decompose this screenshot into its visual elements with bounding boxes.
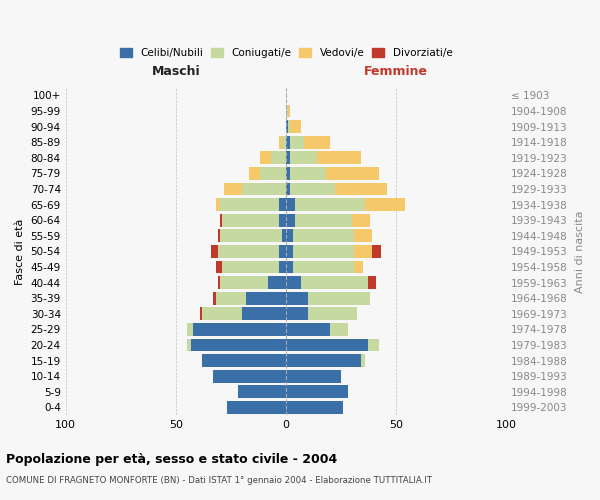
Bar [247,292,286,304]
Bar [242,308,286,320]
Bar [304,136,330,148]
Bar [193,323,286,336]
Bar [218,276,220,289]
Bar [372,245,381,258]
Bar [286,120,288,133]
Bar [260,152,271,164]
Bar [286,152,290,164]
Bar [202,308,242,320]
Y-axis label: Fasce di età: Fasce di età [15,218,25,284]
Bar [238,386,286,398]
Bar [286,401,343,413]
Bar [202,354,286,367]
Bar [286,292,308,304]
Text: COMUNE DI FRAGNETO MONFORTE (BN) - Dati ISTAT 1° gennaio 2004 - Elaborazione TUT: COMUNE DI FRAGNETO MONFORTE (BN) - Dati … [6,476,432,485]
Bar [218,245,280,258]
Bar [280,136,281,148]
Bar [214,292,215,304]
Bar [286,230,293,242]
Bar [308,308,356,320]
Bar [290,120,301,133]
Bar [368,338,379,351]
Bar [290,136,304,148]
Bar [286,370,341,382]
Bar [286,136,290,148]
Bar [286,260,293,274]
Bar [227,401,286,413]
Bar [330,323,348,336]
Bar [271,152,286,164]
Bar [218,230,220,242]
Text: Maschi: Maschi [152,65,200,78]
Bar [365,198,405,211]
Bar [286,386,348,398]
Bar [286,182,290,196]
Bar [293,260,355,274]
Bar [215,260,222,274]
Bar [355,260,363,274]
Bar [286,104,288,118]
Bar [224,182,242,196]
Bar [293,230,355,242]
Bar [286,323,330,336]
Bar [295,198,365,211]
Bar [295,214,352,226]
Bar [211,245,218,258]
Bar [260,167,286,179]
Bar [290,152,317,164]
Bar [286,167,290,179]
Bar [286,338,368,351]
Bar [215,198,220,211]
Bar [286,245,293,258]
Bar [280,245,286,258]
Bar [286,354,361,367]
Bar [280,198,286,211]
Bar [248,167,260,179]
Bar [220,214,222,226]
Bar [214,370,286,382]
Bar [220,230,281,242]
Bar [286,214,295,226]
Bar [286,308,308,320]
Bar [215,292,247,304]
Bar [281,230,286,242]
Bar [317,152,361,164]
Bar [200,308,202,320]
Bar [191,338,286,351]
Bar [288,120,290,133]
Bar [242,182,286,196]
Bar [355,245,372,258]
Bar [286,276,301,289]
Bar [288,104,290,118]
Bar [335,182,388,196]
Bar [286,198,295,211]
Bar [187,338,191,351]
Bar [281,136,286,148]
Bar [280,260,286,274]
Bar [187,323,193,336]
Legend: Celibi/Nubili, Coniugati/e, Vedovi/e, Divorziati/e: Celibi/Nubili, Coniugati/e, Vedovi/e, Di… [116,44,457,62]
Bar [352,214,370,226]
Bar [220,198,280,211]
Text: Popolazione per età, sesso e stato civile - 2004: Popolazione per età, sesso e stato civil… [6,452,337,466]
Bar [268,276,286,289]
Bar [290,167,326,179]
Bar [301,276,368,289]
Bar [308,292,370,304]
Bar [222,260,280,274]
Bar [355,230,372,242]
Bar [293,245,355,258]
Bar [290,182,335,196]
Bar [361,354,365,367]
Bar [280,214,286,226]
Bar [326,167,379,179]
Bar [368,276,376,289]
Text: Femmine: Femmine [364,65,428,78]
Bar [222,214,280,226]
Bar [220,276,268,289]
Y-axis label: Anni di nascita: Anni di nascita [575,210,585,292]
